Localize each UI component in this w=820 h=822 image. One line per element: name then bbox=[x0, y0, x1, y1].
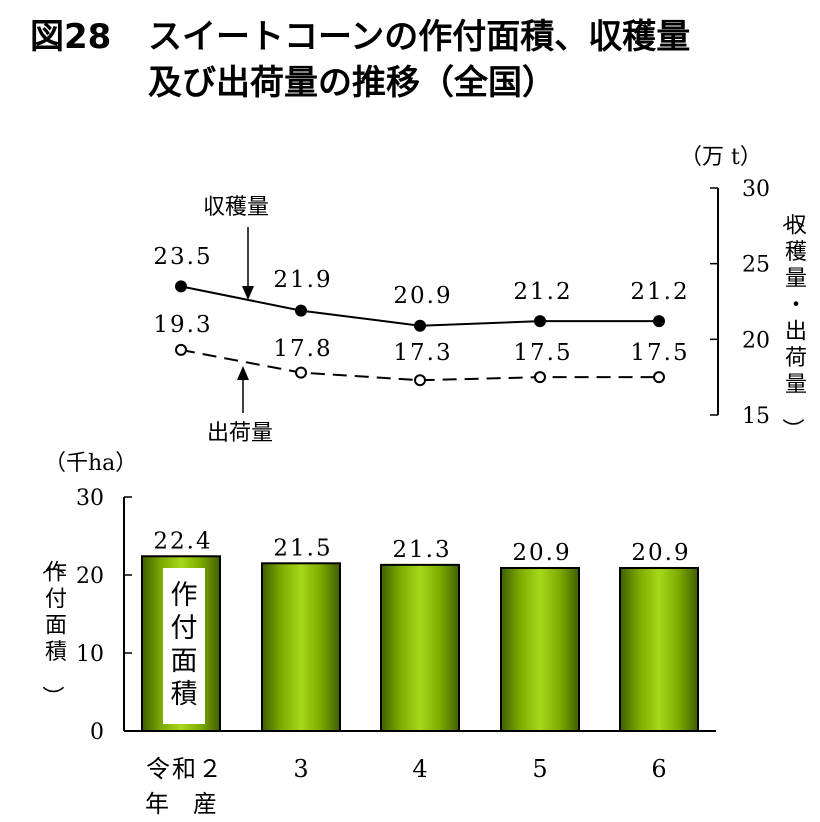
bar-value-label: 20.9 bbox=[512, 540, 571, 566]
harvest-point bbox=[653, 315, 665, 328]
harvest-point bbox=[414, 319, 426, 332]
line-unit-label: （万 t） bbox=[680, 145, 762, 170]
shipment-point bbox=[414, 374, 426, 387]
x-tick-label-line2: 年 産 bbox=[145, 790, 217, 818]
bar bbox=[619, 566, 699, 732]
shipment-value-label: 17.3 bbox=[393, 340, 452, 366]
shipment-value-label: 17.5 bbox=[513, 340, 572, 366]
harvest-series-name: 収穫量 bbox=[203, 195, 269, 220]
line-chart: 30 25 20 15 （万 t） （収穫量・出荷量） 23.5 21.9 20.9 21.2 21… bbox=[153, 145, 807, 446]
shipment-line bbox=[180, 348, 659, 382]
line-y-tick-label: 30 bbox=[742, 177, 770, 202]
shipment-value-label: 17.8 bbox=[273, 336, 332, 362]
shipment-point bbox=[295, 366, 307, 379]
shipment-point bbox=[653, 371, 665, 384]
harvest-point bbox=[534, 315, 546, 328]
harvest-value-label: 21.2 bbox=[513, 279, 572, 305]
title-line-2: 及び出荷量の推移（全国） bbox=[148, 63, 556, 103]
x-tick-label: 6 bbox=[651, 755, 666, 783]
harvest-value-label: 21.2 bbox=[630, 279, 689, 305]
bar-y-axis-title: （作付面積） bbox=[39, 553, 67, 708]
x-tick-label: 5 bbox=[532, 755, 547, 783]
shipment-arrowhead bbox=[237, 366, 249, 380]
bar bbox=[261, 562, 341, 732]
bar-y-tick-label: 30 bbox=[76, 486, 104, 511]
shipment-series-name: 出荷量 bbox=[207, 421, 273, 446]
bar bbox=[380, 563, 460, 732]
bar-value-label: 22.4 bbox=[153, 528, 212, 554]
x-tick-label: 令和２ bbox=[146, 755, 224, 783]
bar-y-tick-label: 0 bbox=[90, 720, 104, 745]
x-tick-label: 4 bbox=[412, 755, 427, 783]
harvest-value-label: 21.9 bbox=[273, 267, 332, 293]
bar-series-label-box bbox=[163, 568, 205, 724]
harvest-point bbox=[175, 280, 187, 293]
harvest-value-label: 23.5 bbox=[153, 244, 212, 270]
figure-number: 図28 bbox=[30, 17, 112, 57]
harvest-arrowhead bbox=[242, 286, 254, 300]
bar-series-label: 作付面積 bbox=[171, 580, 198, 710]
bar-value-label: 21.5 bbox=[273, 535, 332, 561]
line-y-axis-title: （収穫量・出荷量） bbox=[779, 206, 807, 440]
harvest-point bbox=[295, 304, 307, 317]
bar-unit-label: （千ha） bbox=[44, 451, 137, 476]
harvest-value-label: 20.9 bbox=[393, 283, 452, 309]
bar-chart: 30 20 10 0 （千ha） （作付面積） 22.4 令和２ 21.5 3 21.3 4 20.9 5… bbox=[39, 451, 716, 818]
bar-y-tick-label: 20 bbox=[76, 564, 104, 589]
line-y-tick-label: 20 bbox=[742, 328, 770, 353]
line-y-tick-label: 25 bbox=[742, 253, 770, 278]
bar-value-label: 21.3 bbox=[392, 537, 451, 563]
bar-y-tick-label: 10 bbox=[76, 642, 104, 667]
x-tick-label: 3 bbox=[293, 755, 308, 783]
shipment-value-label: 19.3 bbox=[153, 312, 212, 338]
chart-title: 図28 スイートコーンの作付面積、収穫量 及び出荷量の推移（全国） bbox=[30, 14, 690, 106]
bar-value-label: 20.9 bbox=[631, 540, 690, 566]
shipment-point bbox=[175, 343, 187, 356]
line-y-tick-label: 15 bbox=[742, 404, 770, 429]
bar bbox=[500, 566, 580, 732]
shipment-point bbox=[534, 371, 546, 384]
title-line-1: スイートコーンの作付面積、収穫量 bbox=[148, 17, 691, 57]
shipment-value-label: 17.5 bbox=[630, 340, 689, 366]
